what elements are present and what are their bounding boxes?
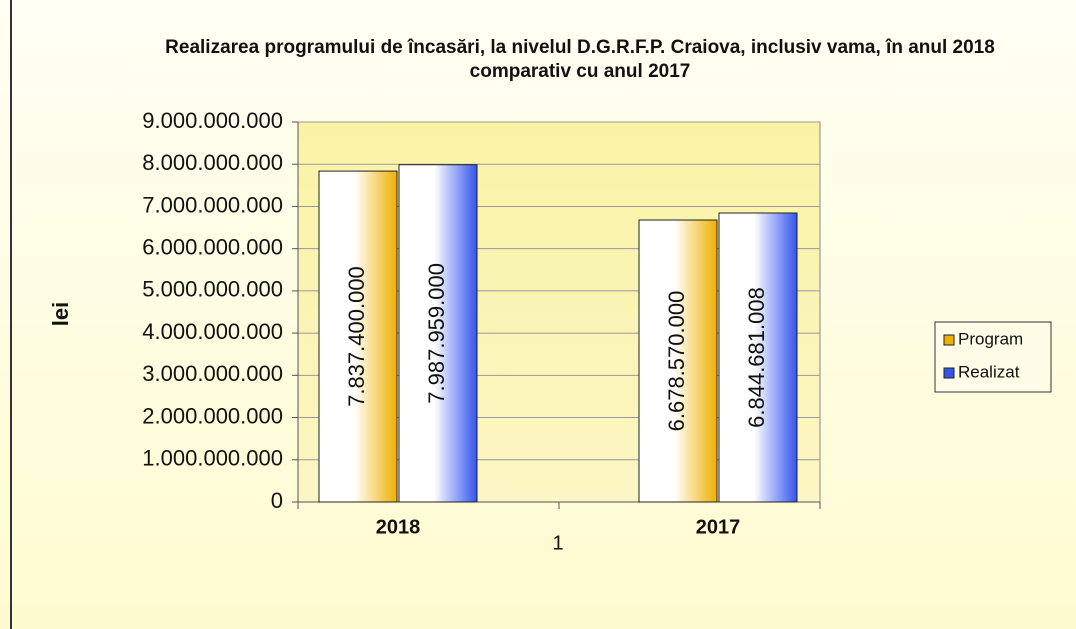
y-tick-label: 9.000.000.000 [142, 108, 283, 133]
value-label: 7.987.959.000 [424, 263, 449, 404]
legend-marker [943, 334, 955, 346]
y-tick-label: 4.000.000.000 [142, 319, 283, 344]
y-tick-label: 8.000.000.000 [142, 150, 283, 175]
y-tick-label: 0 [271, 488, 283, 513]
value-label: 6.844.681.008 [744, 287, 769, 428]
y-tick-label: 1.000.000.000 [142, 446, 283, 471]
legend-label: Realizat [958, 362, 1020, 381]
bar [398, 164, 478, 503]
legend-marker [943, 367, 955, 379]
value-label: 6.678.570.000 [664, 291, 689, 432]
chart-title: Realizarea programului de încasări, la n… [165, 37, 995, 82]
y-axis-label: lei [48, 302, 73, 326]
bar [718, 212, 798, 503]
x-tick-label: 2018 [376, 516, 421, 538]
x-axis-label: 1 [552, 532, 563, 554]
y-tick-label: 6.000.000.000 [142, 234, 283, 259]
bar [638, 219, 718, 503]
y-tick-label: 2.000.000.000 [142, 403, 283, 428]
legend-box [934, 321, 1052, 393]
legend-label: Program [958, 329, 1023, 348]
bar [318, 170, 398, 503]
y-tick-label: 5.000.000.000 [142, 277, 283, 302]
y-tick-label: 7.000.000.000 [142, 192, 283, 217]
y-tick-label: 3.000.000.000 [142, 361, 283, 386]
x-tick-label: 2017 [696, 516, 741, 538]
value-label: 7.837.400.000 [344, 266, 369, 407]
